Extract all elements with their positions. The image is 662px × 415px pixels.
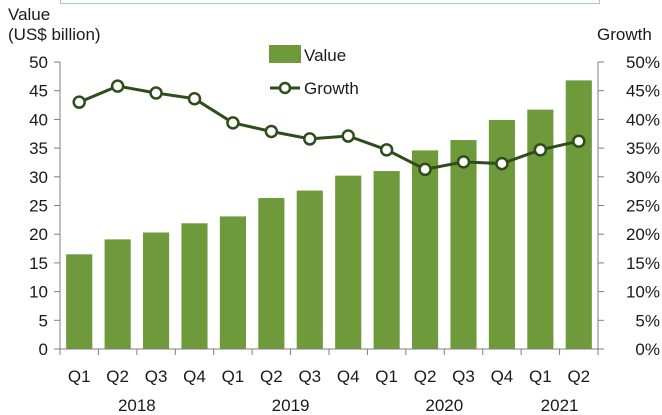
quarter-label: Q3 [145,367,168,386]
growth-point [572,134,586,148]
legend-value-label: Value [304,46,346,65]
right-tick-label: 10% [626,283,660,302]
quarter-label: Q4 [183,367,206,386]
quarter-label: Q2 [414,367,437,386]
quarter-label: Q1 [375,367,398,386]
growth-point [110,79,125,93]
quarter-label: Q3 [298,367,321,386]
quarter-label: Q2 [260,367,283,386]
right-tick-label: 45% [626,82,660,101]
left-tick-label: 15 [29,254,48,273]
year-label: 2021 [541,396,579,415]
quarter-label: Q1 [529,367,552,386]
left-tick-label: 50 [29,53,48,72]
right-tick-label: 15% [626,254,660,273]
quarter-label: Q4 [491,367,514,386]
value-bar [181,223,208,349]
value-bar [450,140,477,349]
right-tick-label: 20% [626,225,660,244]
value-bar [66,254,93,349]
left-tick-label: 0 [39,340,48,359]
value-bar [296,190,323,349]
left-tick-label: 30 [29,168,48,187]
quarter-label: Q2 [567,367,590,386]
left-tick-label: 40 [29,110,48,129]
growth-point [379,143,394,157]
right-tick-label: 35% [626,139,660,158]
growth-point [187,91,202,106]
growth-point [303,132,317,146]
value-bar [258,198,285,349]
left-axis-title-line2: (US$ billion) [8,25,101,44]
left-tick-label: 10 [29,283,48,302]
value-bar [373,171,400,349]
value-bar [565,80,592,350]
growth-point [149,86,163,100]
legend-growth-label: Growth [304,79,359,98]
left-tick-label: 35 [29,139,48,158]
left-tick-label: 5 [39,311,48,330]
year-label: 2020 [425,396,463,415]
value-bar [104,239,131,349]
right-tick-label: 40% [626,110,660,129]
growth-point [264,124,279,139]
left-tick-label: 45 [29,82,48,101]
right-tick-label: 25% [626,197,660,216]
year-label: 2019 [272,396,310,415]
quarter-label: Q1 [222,367,245,386]
chart-frame-top [60,0,600,4]
value-bar [143,232,170,349]
right-tick-label: 30% [626,168,660,187]
year-label: 2018 [118,396,156,415]
right-tick-label: 5% [635,311,660,330]
value-bar [219,216,246,349]
legend-value-swatch [269,45,301,63]
value-bar [488,119,515,349]
right-axis-title: Growth [597,25,652,44]
left-axis-title-line1: Value [8,5,50,24]
legend-growth-marker [278,81,292,95]
right-tick-label: 50% [626,53,660,72]
value-bar [412,150,439,349]
quarter-label: Q3 [452,367,475,386]
growth-point [456,155,471,169]
quarter-label: Q1 [68,367,91,386]
right-tick-label: 0% [635,340,660,359]
growth-point [226,116,240,130]
growth-point [495,156,509,171]
growth-point [533,143,548,157]
growth-point [72,95,86,109]
left-tick-label: 25 [29,197,48,216]
quarter-label: Q4 [337,367,360,386]
growth-point [418,162,432,177]
growth-point [341,129,355,143]
quarter-label: Q2 [106,367,129,386]
left-tick-label: 20 [29,225,48,244]
value-bar [335,175,362,349]
